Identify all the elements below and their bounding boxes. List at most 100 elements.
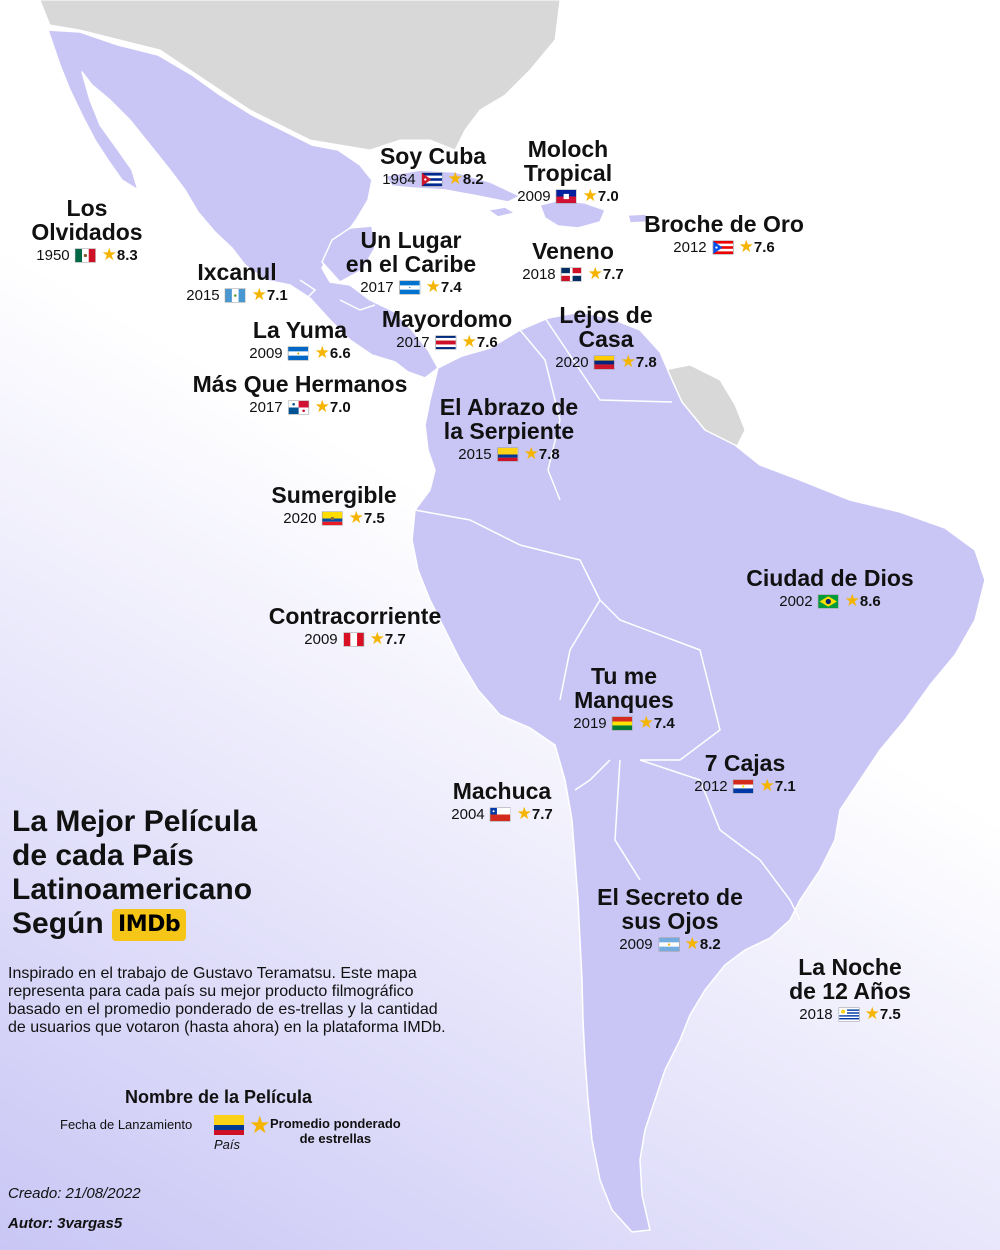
film-rating-value: 8.2 xyxy=(462,171,484,188)
film-title: Machuca xyxy=(452,778,552,804)
film-year: 2020 xyxy=(283,509,317,527)
film-label-haiti: Moloch Tropical 2009 ★7.0 xyxy=(517,137,618,206)
colombia-flag-icon xyxy=(497,448,518,461)
film-year: 2020 xyxy=(555,353,589,371)
chile-flag-icon xyxy=(490,808,511,821)
heading-line-last: Según xyxy=(12,907,104,940)
star-icon: ★ xyxy=(738,237,754,256)
film-title: El Secreto de xyxy=(597,884,743,910)
film-rating-value: 7.7 xyxy=(531,806,553,823)
argentina-flag-icon xyxy=(658,938,679,951)
film-meta: 1950 ★8.3 xyxy=(31,246,142,265)
film-title: Contracorriente xyxy=(268,603,442,629)
star-icon: ★ xyxy=(101,245,117,264)
film-title: 7 Cajas xyxy=(704,750,786,776)
film-label-chile: Machuca 2004 ★7.7 xyxy=(451,779,552,824)
film-title: Ciudad de Dios xyxy=(746,565,914,591)
ecuador-flag-icon xyxy=(322,512,343,525)
film-meta: 2009 ★8.2 xyxy=(597,935,743,954)
film-meta: 2015 ★7.1 xyxy=(186,286,287,305)
uruguay-flag-icon xyxy=(838,1008,859,1021)
bolivia-flag-icon xyxy=(612,717,633,730)
cuba-flag-icon xyxy=(421,173,442,186)
film-title: Un Lugar xyxy=(360,227,462,253)
film-year: 2017 xyxy=(249,398,283,416)
border-line xyxy=(599,599,721,761)
film-rating: ★7.4 xyxy=(426,278,462,297)
film-rating-value: 7.7 xyxy=(384,631,406,648)
film-rating: ★7.1 xyxy=(252,286,288,305)
film-label-panama: Más Que Hermanos 2017 ★7.0 xyxy=(193,372,408,417)
south-america-shape xyxy=(411,311,986,1233)
film-rating-value: 8.2 xyxy=(699,936,721,953)
film-title: de 12 Años xyxy=(789,978,911,1004)
film-rating-value: 7.5 xyxy=(879,1006,901,1023)
border-line xyxy=(759,859,801,921)
border-line xyxy=(414,509,521,546)
film-rating-value: 7.7 xyxy=(602,266,624,283)
film-year: 2017 xyxy=(396,333,430,351)
yucatan-shape xyxy=(321,225,376,283)
brazil-flag-icon xyxy=(818,595,839,608)
film-rating-value: 8.6 xyxy=(859,593,881,610)
film-rating-value: 7.0 xyxy=(329,399,351,416)
film-rating: ★8.2 xyxy=(685,935,721,954)
film-meta: 2012 ★7.6 xyxy=(644,238,804,257)
heading-line: La Mejor Película xyxy=(12,805,258,838)
film-meta: 2018 ★7.7 xyxy=(522,265,623,284)
dominican-flag-icon xyxy=(561,268,582,281)
legend-rating-line: Promedio ponderado xyxy=(270,1116,401,1131)
star-icon: ★ xyxy=(348,508,364,527)
film-label-argentina: El Secreto de sus Ojos 2009 ★8.2 xyxy=(597,885,743,954)
film-rating: ★7.7 xyxy=(370,630,406,649)
border-line xyxy=(519,329,561,501)
film-meta: 2020 ★7.8 xyxy=(555,353,656,372)
border-line xyxy=(299,279,317,301)
star-icon: ★ xyxy=(314,397,330,416)
nicaragua-flag-icon xyxy=(288,347,309,360)
star-icon: ★ xyxy=(638,713,654,732)
film-year: 2004 xyxy=(451,805,485,823)
star-icon: ★ xyxy=(864,1004,880,1023)
border-line xyxy=(639,759,761,861)
film-rating-value: 7.6 xyxy=(753,239,775,256)
film-meta: 2017 ★7.0 xyxy=(193,398,408,417)
border-line xyxy=(339,299,376,311)
film-label-cuba: Soy Cuba 1964 ★8.2 xyxy=(380,144,486,189)
film-rating-value: 7.1 xyxy=(266,287,288,304)
film-meta: 2017 ★7.4 xyxy=(346,278,476,297)
venezuela-flag-icon xyxy=(594,356,615,369)
star-icon: ★ xyxy=(759,776,775,795)
film-year: 2009 xyxy=(619,935,653,953)
panama-flag-icon xyxy=(288,401,309,414)
film-year: 2015 xyxy=(186,286,220,304)
jamaica-shape xyxy=(487,206,516,218)
star-icon: ★ xyxy=(447,169,463,188)
star-icon: ★ xyxy=(251,285,267,304)
star-icon: ★ xyxy=(582,186,598,205)
film-title: Ixcanul xyxy=(197,259,277,285)
film-rating-value: 7.1 xyxy=(774,778,796,795)
film-rating: ★8.6 xyxy=(845,592,881,611)
film-title: la Serpiente xyxy=(443,418,575,444)
map-heading: La Mejor Película de cada País Latinoame… xyxy=(12,805,312,942)
film-year: 2018 xyxy=(799,1005,833,1023)
film-label-colombia: El Abrazo de la Serpiente 2015 ★7.8 xyxy=(440,395,578,464)
film-title: Manques xyxy=(574,687,674,713)
film-label-uruguay: La Noche de 12 Años 2018 ★7.5 xyxy=(789,955,911,1024)
country-borders xyxy=(299,279,801,921)
latin-america-landmass xyxy=(47,29,986,1233)
film-year: 2019 xyxy=(573,714,607,732)
film-label-ecuador: Sumergible 2020 ★7.5 xyxy=(271,483,396,528)
peru-flag-icon xyxy=(343,633,364,646)
heading-line: Según IMDb xyxy=(12,907,312,942)
map-description: Inspirado en el trabajo de Gustavo Teram… xyxy=(8,965,446,1036)
star-icon: ★ xyxy=(620,352,636,371)
film-year: 2012 xyxy=(694,777,728,795)
film-title: La Noche xyxy=(798,954,902,980)
film-year: 2017 xyxy=(360,278,394,296)
film-title: Sumergible xyxy=(271,482,397,508)
film-title: Moloch xyxy=(527,136,609,162)
legend-country: País xyxy=(214,1137,241,1152)
